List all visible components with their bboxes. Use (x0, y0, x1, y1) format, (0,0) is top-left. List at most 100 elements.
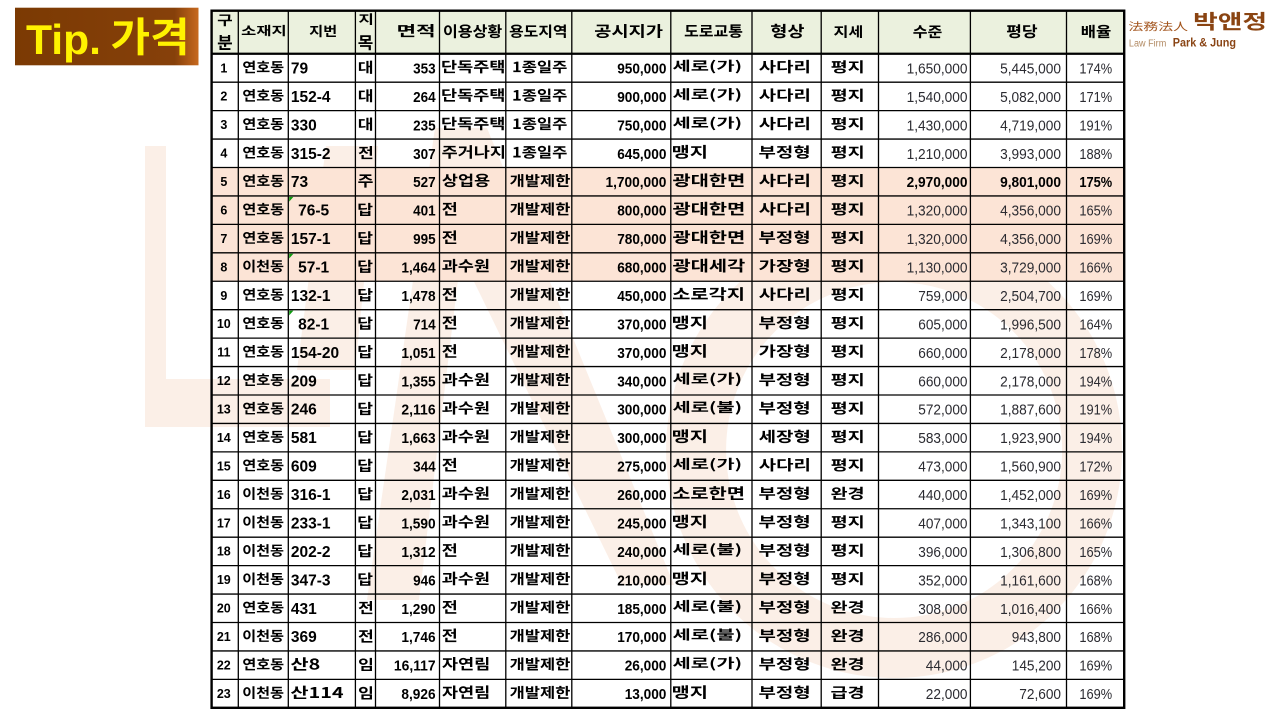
svg-text:209: 209 (291, 373, 317, 390)
svg-text:164%: 164% (1079, 316, 1112, 333)
svg-text:330: 330 (291, 117, 317, 134)
svg-text:2: 2 (220, 90, 227, 104)
svg-text:660,000: 660,000 (918, 345, 967, 362)
svg-text:Park & Jung: Park & Jung (1173, 36, 1236, 49)
svg-text:191%: 191% (1079, 117, 1112, 134)
svg-text:4: 4 (220, 147, 227, 161)
svg-text:169%: 169% (1079, 288, 1112, 305)
svg-text:194%: 194% (1079, 430, 1112, 447)
svg-text:13,000: 13,000 (625, 686, 667, 703)
svg-text:1,016,400: 1,016,400 (1000, 601, 1061, 618)
svg-text:22: 22 (217, 658, 231, 672)
svg-text:1,306,800: 1,306,800 (1000, 544, 1061, 561)
svg-text:20: 20 (217, 602, 231, 616)
svg-text:21: 21 (217, 630, 231, 644)
svg-text:450,000: 450,000 (617, 288, 666, 305)
svg-text:8: 8 (220, 260, 227, 274)
svg-text:169%: 169% (1079, 658, 1112, 675)
svg-text:3,993,000: 3,993,000 (1000, 146, 1061, 163)
svg-text:260,000: 260,000 (617, 487, 666, 504)
svg-text:145,200: 145,200 (1012, 658, 1061, 675)
svg-text:1,051: 1,051 (401, 345, 436, 362)
svg-text:605,000: 605,000 (918, 316, 967, 333)
svg-text:16: 16 (217, 488, 231, 502)
svg-text:13: 13 (217, 403, 231, 417)
svg-text:17: 17 (217, 516, 231, 530)
svg-text:79: 79 (291, 60, 309, 77)
svg-text:166%: 166% (1079, 601, 1112, 618)
svg-text:609: 609 (291, 459, 317, 476)
svg-text:581: 581 (291, 430, 317, 447)
svg-text:44,000: 44,000 (926, 658, 968, 675)
svg-text:26,000: 26,000 (625, 658, 667, 675)
svg-text:2,116: 2,116 (401, 402, 435, 419)
svg-text:169%: 169% (1079, 487, 1112, 504)
svg-text:264: 264 (413, 89, 436, 106)
svg-text:1,210,000: 1,210,000 (907, 146, 968, 163)
svg-text:3: 3 (220, 118, 227, 132)
svg-text:1,540,000: 1,540,000 (907, 89, 968, 106)
svg-text:12: 12 (217, 374, 231, 388)
svg-text:401: 401 (413, 203, 436, 220)
svg-text:286,000: 286,000 (918, 629, 967, 646)
svg-text:370,000: 370,000 (617, 345, 666, 362)
svg-text:10: 10 (217, 317, 231, 331)
svg-text:73: 73 (291, 174, 309, 191)
svg-text:300,000: 300,000 (617, 402, 666, 419)
svg-text:1,312: 1,312 (401, 544, 435, 561)
svg-text:8,926: 8,926 (401, 686, 435, 703)
svg-text:1,746: 1,746 (401, 629, 435, 646)
svg-text:6: 6 (220, 203, 227, 217)
svg-text:169%: 169% (1079, 686, 1112, 703)
svg-text:780,000: 780,000 (617, 231, 666, 248)
svg-text:23: 23 (217, 687, 231, 701)
svg-text:316-1: 316-1 (291, 487, 331, 504)
svg-text:1,320,000: 1,320,000 (907, 231, 968, 248)
svg-text:1,430,000: 1,430,000 (907, 117, 968, 134)
svg-text:946: 946 (413, 572, 436, 589)
svg-text:Law Firm: Law Firm (1129, 38, 1166, 49)
svg-text:7: 7 (220, 232, 227, 246)
svg-text:165%: 165% (1079, 544, 1112, 561)
svg-text:750,000: 750,000 (617, 117, 666, 134)
svg-text:76-5: 76-5 (298, 203, 329, 220)
svg-text:1,650,000: 1,650,000 (907, 60, 968, 77)
svg-text:11: 11 (217, 346, 230, 360)
svg-text:132-1: 132-1 (291, 288, 331, 305)
svg-text:235: 235 (413, 117, 436, 134)
svg-text:19: 19 (217, 573, 231, 587)
svg-text:369: 369 (291, 629, 317, 646)
svg-text:714: 714 (413, 316, 436, 333)
svg-text:440,000: 440,000 (918, 487, 967, 504)
svg-text:174%: 174% (1079, 60, 1112, 77)
svg-text:22,000: 22,000 (926, 686, 968, 703)
svg-text:165%: 165% (1079, 203, 1112, 220)
svg-text:583,000: 583,000 (918, 430, 967, 447)
svg-text:2,970,000: 2,970,000 (907, 174, 968, 191)
svg-text:943,800: 943,800 (1012, 629, 1061, 646)
svg-text:1,464: 1,464 (401, 260, 436, 277)
svg-text:9,801,000: 9,801,000 (1000, 174, 1061, 191)
svg-text:15: 15 (217, 459, 231, 473)
svg-text:210,000: 210,000 (617, 572, 666, 589)
svg-text:1,478: 1,478 (401, 288, 435, 305)
svg-text:1,560,900: 1,560,900 (1000, 459, 1061, 476)
svg-text:1,923,900: 1,923,900 (1000, 430, 1061, 447)
svg-text:175%: 175% (1079, 174, 1112, 191)
svg-text:660,000: 660,000 (918, 373, 967, 390)
svg-text:246: 246 (291, 402, 317, 419)
svg-text:5,082,000: 5,082,000 (1000, 89, 1061, 106)
svg-text:347-3: 347-3 (291, 572, 331, 589)
svg-text:178%: 178% (1079, 345, 1112, 362)
svg-text:4,356,000: 4,356,000 (1000, 231, 1061, 248)
svg-text:4,356,000: 4,356,000 (1000, 203, 1061, 220)
svg-text:1,343,100: 1,343,100 (1000, 515, 1061, 532)
svg-text:72,600: 72,600 (1019, 686, 1061, 703)
svg-text:169%: 169% (1079, 231, 1112, 248)
svg-text:1,355: 1,355 (401, 373, 436, 390)
svg-text:240,000: 240,000 (617, 544, 666, 561)
svg-text:Tip.: Tip. (26, 16, 101, 63)
svg-text:315-2: 315-2 (291, 146, 331, 163)
svg-text:1,161,600: 1,161,600 (1000, 572, 1061, 589)
svg-text:188%: 188% (1079, 146, 1112, 163)
